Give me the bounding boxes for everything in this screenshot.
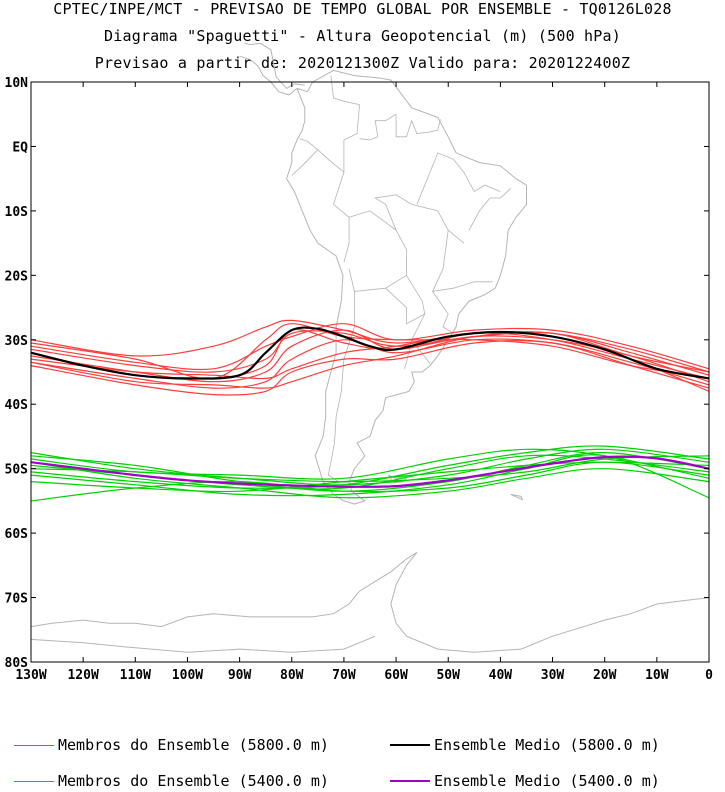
country-border xyxy=(348,210,407,292)
lon-tick-label: 0 xyxy=(705,668,713,683)
lat-tick-label: EQ xyxy=(12,140,28,155)
country-border xyxy=(299,104,360,174)
lat-tick-label: 10N xyxy=(5,76,29,91)
legend-label-mean-5400: Ensemble Medio (5400.0 m) xyxy=(434,772,660,790)
country-border xyxy=(330,75,360,105)
lon-tick-label: 80W xyxy=(280,668,304,683)
legend-swatch-members-5800 xyxy=(14,744,54,746)
lon-tick-label: 10W xyxy=(645,668,669,683)
south-america-outline xyxy=(286,69,527,505)
ross-ice-shelf-outline xyxy=(30,635,376,653)
member-5400-line-2 xyxy=(30,451,710,492)
member-5400-line-9 xyxy=(30,461,710,499)
country-border xyxy=(416,152,501,205)
lon-tick-label: 40W xyxy=(489,668,513,683)
country-border xyxy=(395,114,441,138)
legend-label-members-5800: Membros do Ensemble (5800.0 m) xyxy=(58,736,329,754)
legend-mean-5800: Ensemble Medio (5800.0 m) xyxy=(390,735,660,755)
country-border xyxy=(385,275,426,325)
lat-tick-label: 10S xyxy=(5,205,29,220)
antarctic-peninsula-outline xyxy=(30,551,418,628)
member-5800-line-2 xyxy=(30,330,710,376)
lat-tick-label: 20S xyxy=(5,269,29,284)
members-5400-layer xyxy=(30,445,710,502)
lon-tick-label: 30W xyxy=(541,668,565,683)
central-america-outline xyxy=(239,55,298,96)
lon-tick-label: 120W xyxy=(67,668,98,683)
lat-tick-label: 70S xyxy=(5,592,29,607)
country-border xyxy=(359,113,397,141)
lat-tick-label: 30S xyxy=(5,334,29,349)
legend-members-5400: Membros do Ensemble (5400.0 m) xyxy=(14,771,329,791)
lon-tick-label: 130W xyxy=(15,668,46,683)
member-5400-line-4 xyxy=(30,445,710,489)
lat-tick-label: 80S xyxy=(5,656,29,671)
legend-label-members-5400: Membros do Ensemble (5400.0 m) xyxy=(58,772,329,790)
country-border xyxy=(291,149,319,176)
lat-tick-label: 60S xyxy=(5,527,29,542)
lon-tick-label: 100W xyxy=(172,668,203,683)
map-frame xyxy=(30,81,710,663)
country-border xyxy=(431,230,493,292)
lon-tick-label: 110W xyxy=(120,668,151,683)
lon-tick-label: 60W xyxy=(384,668,408,683)
members-5800-layer xyxy=(30,319,710,396)
country-border xyxy=(327,291,355,484)
header-title-line2: Diagrama "Spaguetti" - Altura Geopotenci… xyxy=(104,27,621,45)
member-5800-line-6 xyxy=(30,323,710,371)
antarctica-weddell-outline xyxy=(390,552,710,653)
member-5800-line-5 xyxy=(30,339,710,396)
legend-members-5800: Membros do Ensemble (5800.0 m) xyxy=(14,735,329,755)
lon-tick-label: 50W xyxy=(436,668,460,683)
country-border xyxy=(333,172,350,263)
member-5400-line-10 xyxy=(30,455,710,483)
lat-tick-label: 40S xyxy=(5,398,29,413)
legend-mean-5400: Ensemble Medio (5400.0 m) xyxy=(390,771,660,791)
country-border xyxy=(374,194,465,244)
lon-tick-label: 70W xyxy=(332,668,356,683)
country-border xyxy=(432,291,454,334)
header-title-line1: CPTEC/INPE/MCT - PREVISAO DE TEMPO GLOBA… xyxy=(53,0,672,18)
member-5800-line-10 xyxy=(30,331,710,389)
lon-tick-label: 90W xyxy=(228,668,252,683)
lon-tick-label: 20W xyxy=(593,668,617,683)
ensemble-mean-layer xyxy=(30,326,710,488)
ensemble-mean-5400-line xyxy=(30,455,710,488)
legend-swatch-members-5400 xyxy=(14,780,54,782)
legend-label-mean-5800: Ensemble Medio (5800.0 m) xyxy=(434,736,660,754)
header-title-line3: Previsao a partir de: 2020121300Z Valido… xyxy=(94,54,631,72)
lat-tick-label: 50S xyxy=(5,463,29,478)
south-georgia-outline xyxy=(510,493,524,501)
member-5400-line-8 xyxy=(30,461,710,493)
country-border xyxy=(468,188,512,231)
ensemble-mean-5800-line xyxy=(30,326,710,380)
legend-swatch-mean-5400 xyxy=(390,780,430,782)
legend-swatch-mean-5800 xyxy=(390,744,430,746)
